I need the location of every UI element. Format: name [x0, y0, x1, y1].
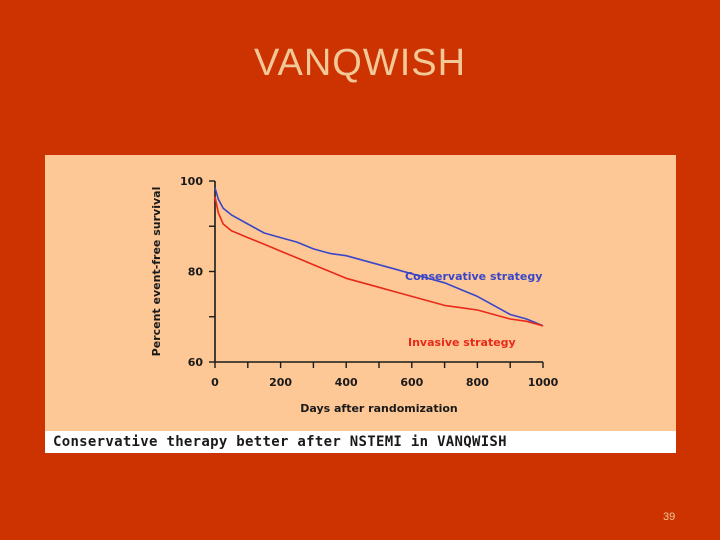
y-tick-label: 60	[188, 356, 204, 369]
x-tick-label: 600	[400, 376, 423, 389]
slide-title: VANQWISH	[253, 42, 467, 84]
chart-lines	[214, 187, 544, 327]
series-line-conservative	[214, 187, 544, 327]
y-tick-label: 100	[180, 175, 203, 188]
chart-panel: 60 80 100 0 200 400 600 800 1000 Days after rand…	[45, 155, 676, 453]
y-axis-label: Percent event-free survival	[150, 187, 163, 357]
label-conservative-strategy: Conservative strategy	[405, 270, 542, 283]
chart-labels: Days after randomization Percent event-fr…	[150, 187, 542, 415]
y-tick-label: 80	[188, 266, 204, 279]
series-line-invasive	[214, 196, 544, 327]
x-tick-label: 400	[335, 376, 358, 389]
label-invasive-strategy: Invasive strategy	[408, 336, 516, 349]
caption-text: Conservative therapy better after NSTEMI…	[53, 434, 507, 450]
x-axis-label: Days after randomization	[300, 402, 458, 415]
x-tick-label: 800	[466, 376, 489, 389]
x-tick-label: 0	[211, 376, 219, 389]
page-number: 39	[663, 511, 676, 523]
x-tick-label: 200	[269, 376, 292, 389]
caption-bar: Conservative therapy better after NSTEMI…	[45, 431, 676, 453]
x-tick-label: 1000	[528, 376, 559, 389]
